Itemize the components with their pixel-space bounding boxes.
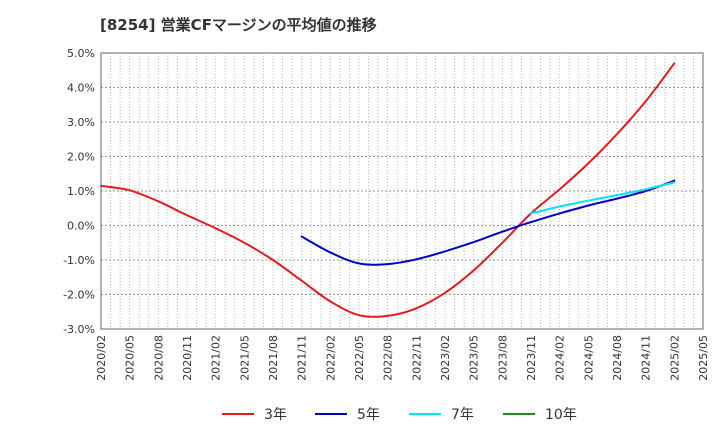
- y-tick-label: 0.0%: [67, 220, 95, 233]
- x-tick-label: 2021/05: [238, 335, 251, 381]
- y-tick-label: 1.0%: [67, 185, 95, 198]
- y-tick-label: 5.0%: [67, 47, 95, 60]
- y-tick-label: 2.0%: [67, 151, 95, 164]
- x-tick-label: 2024/08: [611, 335, 624, 381]
- x-tick-label: 2020/11: [181, 335, 194, 381]
- x-tick-label: 2023/05: [468, 335, 481, 381]
- x-tick-label: 2025/02: [668, 335, 681, 381]
- x-tick-label: 2021/08: [267, 335, 280, 381]
- x-tick-label: 2023/11: [525, 335, 538, 381]
- series-line-1: [300, 179, 676, 266]
- x-tick-label: 2023/02: [439, 335, 452, 381]
- x-tick-label: 2025/05: [697, 335, 710, 381]
- x-tick-label: 2022/02: [324, 335, 337, 381]
- x-tick-label: 2022/08: [382, 335, 395, 381]
- x-tick-label: 2020/02: [95, 335, 108, 381]
- legend-label: 10年: [545, 407, 577, 423]
- x-tick-label: 2022/05: [353, 335, 366, 381]
- y-tick-label: -1.0%: [63, 254, 95, 267]
- y-tick-label: 4.0%: [67, 82, 95, 95]
- x-tick-label: 2024/11: [640, 335, 653, 381]
- y-tick-label: -3.0%: [63, 323, 95, 336]
- y-tick-label: 3.0%: [67, 116, 95, 129]
- chart-title: [8254] 営業CFマージンの平均値の推移: [100, 16, 377, 34]
- x-axis-ticks: 2020/02 2020/05 2020/08 2020/11 2021/02 2021/…: [95, 335, 710, 381]
- x-tick-label: 2021/02: [210, 335, 223, 381]
- x-tick-label: 2022/11: [410, 335, 423, 381]
- x-tick-label: 2024/05: [582, 335, 595, 381]
- legend: 3年 5年 7年 10年: [222, 407, 577, 423]
- legend-label: 5年: [357, 407, 380, 423]
- y-axis-ticks: 5.0% 4.0% 3.0% 2.0% 1.0% 0.0% -1.0% -2.0% -3.0%: [63, 47, 95, 336]
- x-tick-label: 2020/05: [124, 335, 137, 381]
- plot-area-border: [100, 52, 704, 330]
- legend-label: 3年: [264, 407, 287, 423]
- x-tick-label: 2023/08: [496, 335, 509, 381]
- series-line-0: [100, 62, 676, 318]
- x-tick-label: 2021/11: [296, 335, 309, 381]
- grid: [100, 52, 704, 330]
- y-tick-label: -2.0%: [63, 289, 95, 302]
- series-line-2: [530, 181, 676, 215]
- series-lines: [100, 62, 676, 318]
- legend-label: 7年: [451, 407, 474, 423]
- x-tick-label: 2020/08: [152, 335, 165, 381]
- x-tick-label: 2024/02: [554, 335, 567, 381]
